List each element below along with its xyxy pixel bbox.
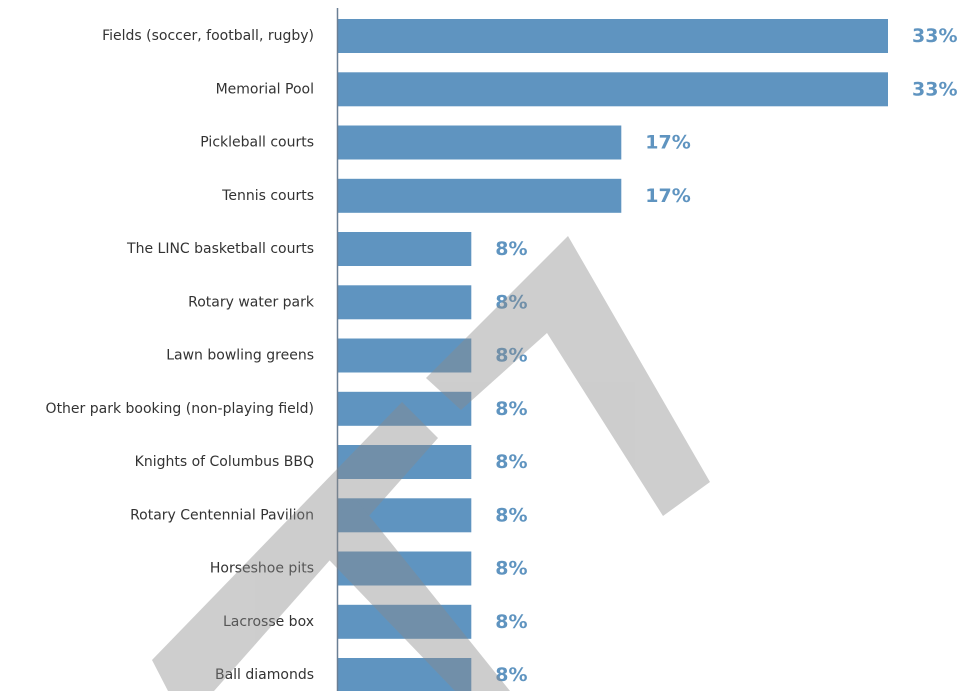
value-label: 8%: [495, 611, 527, 633]
bars-layer: [338, 19, 888, 691]
labels-layer: Fields (soccer, football, rugby) 33% Memor…: [46, 25, 958, 686]
bar: [338, 498, 472, 533]
category-label: Pickleball courts: [200, 135, 314, 151]
category-label: Rotary water park: [188, 294, 315, 310]
bar: [338, 338, 472, 373]
value-label: 8%: [495, 398, 527, 420]
value-label: 33%: [912, 78, 957, 100]
value-label: 8%: [495, 504, 527, 526]
watermark: [152, 236, 710, 691]
category-label: Knights of Columbus BBQ: [135, 454, 314, 470]
bar: [338, 445, 472, 479]
category-label: Lacrosse box: [223, 614, 314, 630]
value-label: 17%: [645, 132, 690, 154]
category-label: Lawn bowling greens: [166, 348, 314, 364]
bar: [338, 658, 472, 691]
value-label: 8%: [495, 558, 527, 580]
value-label: 8%: [495, 238, 527, 260]
value-label: 8%: [495, 345, 527, 367]
watermark-stroke-3: [310, 498, 510, 691]
value-label: 33%: [912, 25, 957, 47]
value-label: 17%: [645, 185, 690, 207]
category-label: Ball diamonds: [215, 667, 314, 683]
category-label: Rotary Centennial Pavilion: [130, 507, 314, 523]
category-label: Fields (soccer, football, rugby): [102, 28, 314, 44]
bar: [338, 551, 472, 586]
bar: [338, 604, 472, 639]
category-label: Tennis courts: [221, 188, 314, 204]
category-label: Memorial Pool: [216, 81, 314, 97]
watermark-stroke-1: [426, 236, 710, 516]
value-label: 8%: [495, 664, 527, 686]
category-label: Horseshoe pits: [210, 561, 314, 577]
value-label: 8%: [495, 291, 527, 313]
bar: [338, 232, 472, 266]
bar: [338, 72, 888, 107]
bar: [338, 285, 472, 320]
value-label: 8%: [495, 451, 527, 473]
category-label: The LINC basketball courts: [126, 241, 314, 257]
bar: [338, 178, 622, 213]
watermark-stroke-2: [152, 402, 438, 691]
bar: [338, 391, 472, 426]
bar: [338, 125, 622, 160]
category-label: Other park booking (non-playing field): [46, 401, 314, 417]
bar: [338, 19, 888, 53]
